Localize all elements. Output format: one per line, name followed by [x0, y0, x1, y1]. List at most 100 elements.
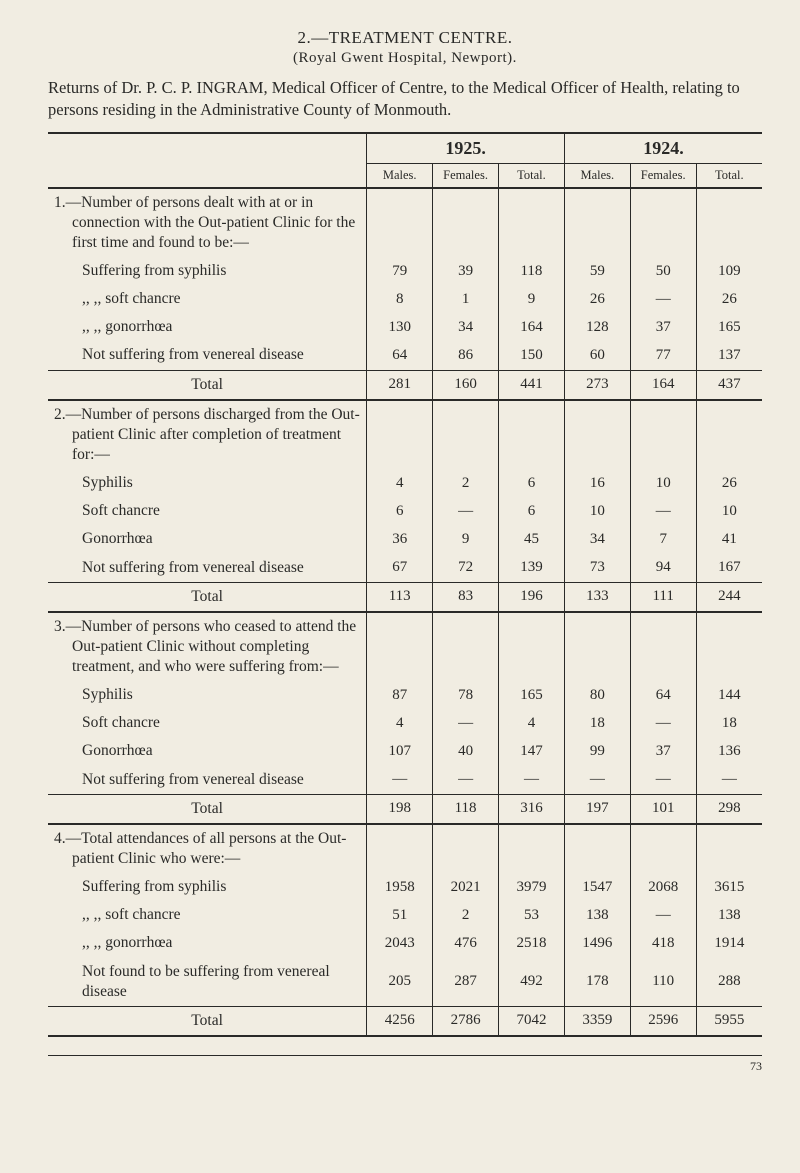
table-row: ,, ,, gonorrhœa1303416412837165: [48, 313, 762, 341]
section-title-row: 1.—Number of persons dealt with at or in…: [48, 188, 762, 257]
data-cell: 3615: [696, 873, 762, 901]
empty-cell: [499, 400, 565, 469]
data-cell: 26: [696, 469, 762, 497]
data-cell: 37: [630, 313, 696, 341]
col-males-b: Males.: [564, 163, 630, 188]
empty-cell: [630, 612, 696, 681]
empty-cell: [630, 824, 696, 873]
data-cell: —: [433, 766, 499, 795]
data-cell: 4: [367, 469, 433, 497]
col-total-a: Total.: [499, 163, 565, 188]
table-row: Not suffering from venereal disease67721…: [48, 554, 762, 583]
empty-cell: [433, 612, 499, 681]
table-row: Syphilis87781658064144: [48, 681, 762, 709]
stub-blank: [48, 133, 367, 164]
data-cell: 138: [564, 901, 630, 929]
empty-cell: [433, 824, 499, 873]
data-cell: 287: [433, 958, 499, 1007]
total-cell: 2786: [433, 1006, 499, 1036]
data-cell: 37: [630, 737, 696, 765]
total-cell: 164: [630, 370, 696, 400]
row-label: Gonorrhœa: [48, 737, 367, 765]
empty-cell: [630, 188, 696, 257]
year-1925: 1925.: [367, 133, 565, 164]
total-cell: 101: [630, 794, 696, 824]
data-cell: 10: [630, 469, 696, 497]
data-cell: —: [630, 497, 696, 525]
data-cell: 110: [630, 958, 696, 1007]
empty-cell: [367, 400, 433, 469]
data-cell: 34: [433, 313, 499, 341]
intro-paragraph: Returns of Dr. P. C. P. INGRAM, Medical …: [48, 77, 762, 122]
section-title-row: 2.—Number of persons discharged from the…: [48, 400, 762, 469]
data-cell: 6: [499, 497, 565, 525]
data-cell: 9: [499, 285, 565, 313]
data-cell: 1547: [564, 873, 630, 901]
empty-cell: [564, 188, 630, 257]
end-rule-cell: [48, 1036, 762, 1037]
total-cell: 83: [433, 582, 499, 612]
data-cell: 165: [499, 681, 565, 709]
data-cell: 39: [433, 257, 499, 285]
data-cell: 136: [696, 737, 762, 765]
data-cell: 73: [564, 554, 630, 583]
total-label: Total: [48, 370, 367, 400]
row-label: ,, ,, gonorrhœa: [48, 313, 367, 341]
total-row: Total425627867042335925965955: [48, 1006, 762, 1036]
data-cell: 18: [564, 709, 630, 737]
data-cell: —: [564, 766, 630, 795]
column-header-row: Males. Females. Total. Males. Females. T…: [48, 163, 762, 188]
data-cell: 7: [630, 525, 696, 553]
table-row: ,, ,, gonorrhœa2043476251814964181914: [48, 929, 762, 957]
data-cell: 64: [367, 341, 433, 370]
data-cell: 128: [564, 313, 630, 341]
data-cell: 53: [499, 901, 565, 929]
empty-cell: [696, 824, 762, 873]
total-cell: 196: [499, 582, 565, 612]
table-end-rule: [48, 1036, 762, 1037]
data-cell: 109: [696, 257, 762, 285]
data-cell: 164: [499, 313, 565, 341]
data-cell: 2: [433, 469, 499, 497]
row-label: Gonorrhœa: [48, 525, 367, 553]
row-label: ,, ,, gonorrhœa: [48, 929, 367, 957]
empty-cell: [433, 188, 499, 257]
data-cell: 8: [367, 285, 433, 313]
year-1924: 1924.: [564, 133, 762, 164]
empty-cell: [367, 612, 433, 681]
data-cell: —: [499, 766, 565, 795]
col-females-b: Females.: [630, 163, 696, 188]
data-cell: 3979: [499, 873, 565, 901]
table-row: Soft chancre6—610—10: [48, 497, 762, 525]
data-cell: 77: [630, 341, 696, 370]
data-cell: —: [367, 766, 433, 795]
empty-cell: [564, 612, 630, 681]
data-cell: 205: [367, 958, 433, 1007]
data-cell: 476: [433, 929, 499, 957]
data-cell: 1496: [564, 929, 630, 957]
stub-blank2: [48, 163, 367, 188]
data-cell: 86: [433, 341, 499, 370]
row-label: Suffering from syphilis: [48, 257, 367, 285]
total-cell: 3359: [564, 1006, 630, 1036]
data-cell: 94: [630, 554, 696, 583]
data-cell: 130: [367, 313, 433, 341]
data-cell: 6: [367, 497, 433, 525]
total-cell: 160: [433, 370, 499, 400]
row-label: ,, ,, soft chancre: [48, 285, 367, 313]
section-title: 2.—Number of persons discharged from the…: [48, 400, 367, 469]
empty-cell: [564, 400, 630, 469]
data-cell: 1: [433, 285, 499, 313]
total-cell: 298: [696, 794, 762, 824]
data-cell: 492: [499, 958, 565, 1007]
total-cell: 4256: [367, 1006, 433, 1036]
total-cell: 198: [367, 794, 433, 824]
data-cell: 78: [433, 681, 499, 709]
total-label: Total: [48, 794, 367, 824]
total-cell: 7042: [499, 1006, 565, 1036]
empty-cell: [696, 188, 762, 257]
data-cell: 144: [696, 681, 762, 709]
total-label: Total: [48, 582, 367, 612]
total-row: Total11383196133111244: [48, 582, 762, 612]
empty-cell: [696, 612, 762, 681]
